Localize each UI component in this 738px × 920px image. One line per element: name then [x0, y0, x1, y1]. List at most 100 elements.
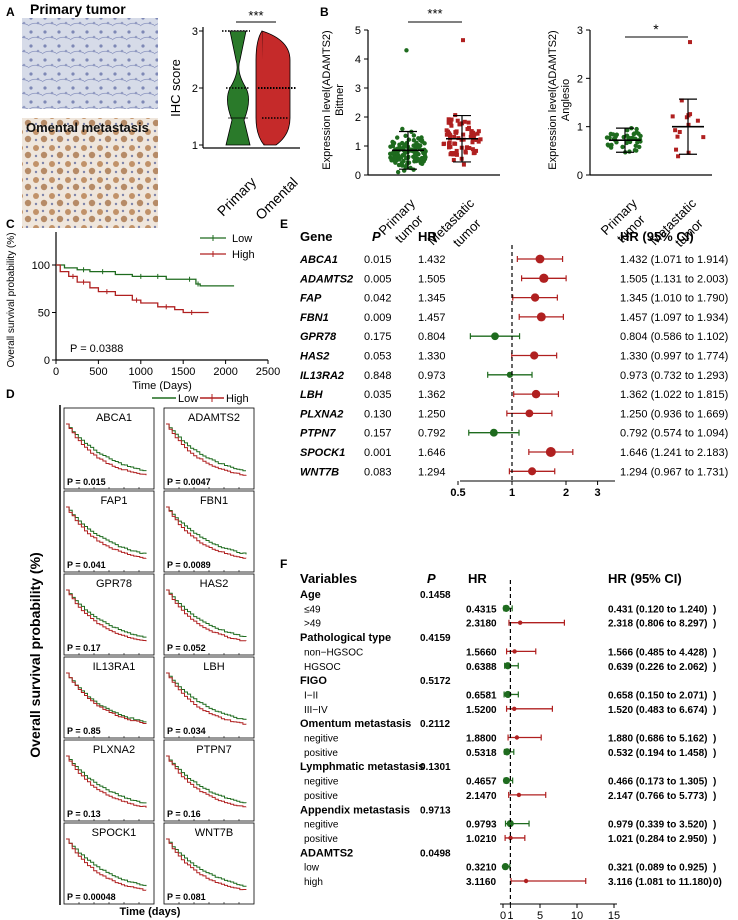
km-subplot-title: ADAMTS2: [188, 412, 240, 424]
bittner-point: [416, 145, 422, 150]
bittner-point: [446, 117, 451, 122]
km-subplot-frame: [163, 573, 255, 656]
forest-f-row-label: high: [304, 877, 323, 888]
forest-f-row-ci: 0.466 (0.173 to 1.305): [608, 777, 708, 788]
forest-f-row-ci: 1.566 (0.485 to 4.428): [608, 647, 708, 658]
forest-f-row-ci-tail: ): [713, 734, 716, 745]
km-grid: ABCA1 P = 0.015 ADAMTS2 P = 0.0047 FAP1 P = 0…: [63, 407, 255, 905]
forest-e-row-ci: 0.804 (0.586 to 1.102): [620, 331, 728, 343]
forest-e-row-p: 0.157: [364, 428, 392, 440]
forest-e-row-point: [536, 312, 546, 322]
anglesio-ylabel-2: Anglesio: [560, 79, 572, 121]
forest-e-row-p: 0.015: [364, 254, 392, 266]
km-subplot-title: ABCA1: [96, 412, 132, 424]
violin-omental-left: [255, 30, 265, 146]
forest-e-row-hr: 1.505: [418, 273, 446, 285]
anglesio-point: [670, 114, 675, 119]
km-subplot-pvalue: P = 0.85: [67, 726, 101, 736]
forest-f-row-ci-tail: ): [713, 863, 716, 874]
forest-e-row-p: 0.001: [364, 447, 392, 459]
km-subplot-pvalue: P = 0.17: [67, 643, 101, 653]
forest-f-row-ci: 0.532 (0.194 to 1.458): [608, 748, 708, 759]
forest-e-row-ci: 1.432 (1.071 to 1.914): [620, 254, 728, 266]
anglesio-point: [633, 143, 638, 148]
forest-f-row-ci-tail: ): [713, 647, 716, 658]
forest-e-row-hr: 0.792: [418, 428, 446, 440]
forest-e-row-ci: 1.330 (0.997 to 1.774): [620, 351, 728, 363]
km-ytick-label: 50: [38, 308, 50, 320]
panel-letter-b: B: [320, 5, 329, 19]
km-plot: Overall survival probability (%) Time (D…: [6, 232, 280, 392]
forest-f-row-ci-tail: ): [713, 604, 716, 615]
anglesio-point: [625, 128, 630, 133]
km-subplot-title: PTPN7: [196, 744, 231, 756]
bittner-point: [418, 136, 424, 141]
forest-e-row-gene: FAP: [300, 293, 322, 305]
bittner-point: [452, 134, 457, 139]
forest-f-row-ci: 0.979 (0.339 to 3.520): [608, 820, 708, 831]
bittner-ytick-label: 2: [355, 112, 361, 124]
forest-f-row-point: [506, 820, 514, 828]
forest-e-row-point: [530, 351, 539, 360]
forest-f-row-ci-tail: 0): [713, 877, 722, 888]
forest-f-row-ci-tail: ): [713, 619, 716, 630]
forest-f-row-label: non−HGSOC: [304, 647, 363, 658]
forest-f-row-hr: 0.9793: [466, 820, 497, 831]
km-subplot-line-low: [166, 589, 247, 637]
bittner-point: [396, 157, 402, 162]
forest-e-row-ci: 1.505 (1.131 to 2.003): [620, 273, 728, 285]
ihc-metastasis-image: [22, 118, 158, 228]
forest-f-row-point: [508, 835, 513, 841]
forest-f-row-hr: 1.0210: [466, 834, 497, 845]
forest-f-row-label: positive: [304, 748, 338, 759]
km-subplot-line-high: [66, 423, 147, 476]
bittner-point: [444, 132, 449, 137]
forest-e-row-point: [525, 409, 534, 418]
bittner-ytick-label: 3: [355, 83, 361, 95]
km-subplot-line-high: [66, 672, 147, 724]
km-subplot-line-low: [66, 423, 147, 472]
bittner-point: [387, 151, 393, 157]
forest-e-row-hr: 1.432: [418, 254, 446, 266]
km-xtick-label: 500: [89, 366, 107, 378]
forest-e-row-hr: 1.250: [418, 408, 446, 420]
km-subplot-frame: [163, 739, 255, 822]
km-subplot-lbh: LBH P = 0.034: [163, 656, 255, 739]
ihc-metastasis-title: Omental metastasis: [26, 120, 149, 135]
km-xtick-label: 2500: [256, 366, 280, 378]
anglesio-point: [627, 149, 632, 154]
km-legend-high: High: [232, 249, 255, 261]
bittner-point: [466, 120, 471, 125]
bittner-ytick-label: 0: [355, 170, 361, 182]
bittner-point: [461, 137, 466, 142]
anglesio-point: [677, 129, 682, 134]
forest-f-row-ci: 0.639 (0.226 to 2.062): [608, 662, 708, 673]
forest-e-row-hr: 1.362: [418, 389, 446, 401]
forest-f-row-label: ≤49: [304, 604, 321, 615]
forest-f-row-label: III−IV: [304, 705, 328, 716]
km-subplot-frame: [63, 739, 155, 822]
km-subplot-frame: [163, 490, 255, 573]
violin-ylabel: IHC score: [168, 59, 183, 117]
panel-letter-e: E: [280, 217, 288, 231]
forest-e-row-p: 0.053: [364, 351, 392, 363]
forest-e-row-hr: 0.804: [418, 331, 446, 343]
km-subplot-ptpn7: PTPN7 P = 0.16: [163, 739, 255, 822]
km-subplot-fap1: FAP1 P = 0.041: [63, 490, 155, 573]
forest-e-row-ci: 1.646 (1.241 to 2.183): [620, 447, 728, 459]
bittner-point: [414, 140, 419, 146]
forest-f-row-point: [512, 706, 517, 711]
forest-f-row-hr: 3.1160: [466, 877, 496, 888]
forest-f-header-var: Variables: [300, 571, 357, 586]
bittner-point: [467, 125, 472, 130]
bittner-sig: ***: [427, 6, 442, 21]
forest-f-row-point: [517, 620, 523, 625]
km-subplot-frame: [63, 656, 155, 739]
bittner-point: [465, 145, 470, 150]
forest-f-row-xtick-label: 0: [500, 910, 506, 920]
bittner-point: [401, 152, 407, 158]
forest-f-row-group: Pathological type: [300, 632, 391, 644]
forest-f-row-point: [512, 649, 517, 654]
bittner-ylabel-2: Bittner: [334, 84, 346, 116]
